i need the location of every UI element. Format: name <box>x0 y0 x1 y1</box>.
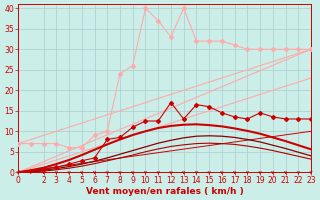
X-axis label: Vent moyen/en rafales ( km/h ): Vent moyen/en rafales ( km/h ) <box>86 187 244 196</box>
